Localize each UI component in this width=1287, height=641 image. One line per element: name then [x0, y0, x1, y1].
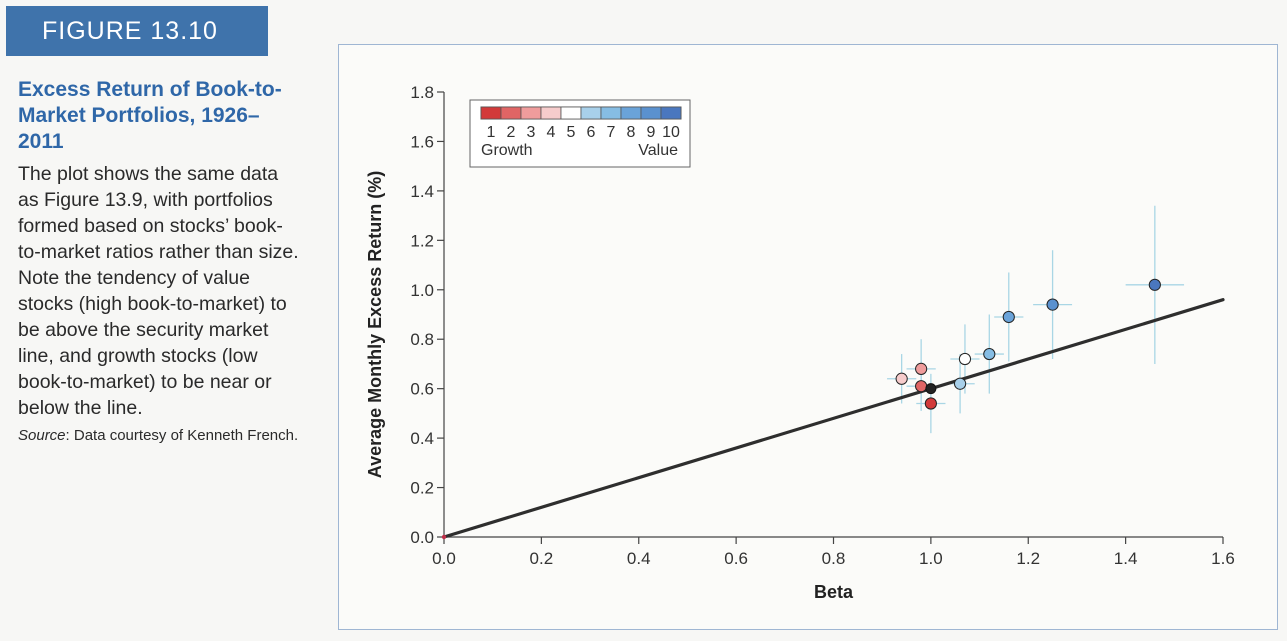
figure-label: FIGURE 13.10: [6, 6, 268, 56]
data-point: [958, 352, 972, 366]
source-label: Source: [18, 427, 66, 444]
legend-swatch: [480, 106, 502, 120]
y-tick-label: 0.8: [410, 330, 434, 349]
data-point: [1002, 310, 1015, 324]
legend-swatch: [520, 106, 542, 120]
legend-label: 3: [527, 124, 536, 141]
points-layer: [895, 278, 1161, 410]
market-portfolio-point: [925, 383, 937, 395]
y-tick-label: 1.2: [410, 231, 434, 250]
data-point: [1148, 278, 1161, 291]
y-tick-label: 1.0: [410, 281, 434, 300]
legend-label: 8: [627, 124, 636, 141]
legend-label: 5: [567, 124, 576, 141]
legend-label: 7: [607, 124, 616, 141]
figure-title: Excess Return of Book-to-Market Portfoli…: [18, 78, 282, 153]
data-point: [953, 377, 967, 390]
y-tick-label: 1.4: [410, 182, 434, 201]
y-tick-label: 0.6: [410, 380, 434, 399]
legend-swatch: [580, 106, 602, 120]
legend-swatch: [560, 106, 582, 120]
source-text: : Data courtesy of Kenneth French.: [65, 427, 299, 444]
legend-label: 2: [507, 124, 516, 141]
legend-label: 4: [547, 124, 556, 141]
legend-swatch: [500, 106, 522, 120]
x-tick-label: 0.0: [432, 549, 456, 568]
x-tick-label: 0.8: [822, 549, 846, 568]
x-tick-label: 0.4: [627, 549, 651, 568]
security-market-line-layer: [441, 298, 1225, 540]
y-tick-label: 0.0: [410, 528, 434, 547]
x-tick-label: 0.6: [724, 549, 748, 568]
x-tick-label: 1.6: [1211, 549, 1235, 568]
axes-layer: 0.0 0.2 0.4 0.6 0.8 1.0 1.2 1.4 1.6 0.0 0.2 0.4 0.6 0…: [410, 83, 1234, 568]
x-tick-label: 0.2: [530, 549, 554, 568]
legend-swatch: [600, 106, 622, 120]
legend-value-label: Value: [638, 142, 678, 159]
figure-source-note: Source: Data courtesy of Kenneth French.: [18, 425, 300, 446]
legend-label: 6: [587, 124, 596, 141]
data-point: [895, 372, 908, 385]
data-point: [1046, 298, 1059, 311]
y-tick-label: 0.2: [410, 479, 434, 498]
legend-swatch: [620, 106, 642, 120]
security-market-line: [442, 298, 1225, 539]
figure-caption-panel: Excess Return of Book-to-Market Portfoli…: [18, 77, 300, 446]
figure-caption-text: The plot shows the same data as Figure 1…: [18, 163, 299, 419]
scatter-chart: 0.0 0.2 0.4 0.6 0.8 1.0 1.2 1.4 1.6 0.0 0.2 0.4 0.6 0…: [365, 83, 1235, 602]
legend: 1 2 3 4 5 6 7 8 9 10 Growth Value: [469, 99, 691, 168]
y-tick-label: 1.8: [410, 83, 434, 102]
data-point: [924, 397, 937, 410]
y-tick-label: 1.6: [410, 132, 434, 151]
x-tick-label: 1.0: [919, 549, 943, 568]
legend-swatch: [540, 106, 562, 120]
x-tick-label: 1.4: [1114, 549, 1138, 568]
legend-label: 1: [487, 124, 496, 141]
x-tick-label: 1.2: [1016, 549, 1040, 568]
x-axis-title: Beta: [814, 582, 854, 602]
origin-point: [441, 534, 447, 540]
legend-growth-label: Growth: [481, 142, 533, 159]
data-point: [915, 380, 928, 393]
legend-label: 10: [662, 124, 680, 141]
legend-label: 9: [647, 124, 656, 141]
y-axis-title: Average Monthly Excess Return (%): [365, 171, 385, 478]
legend-swatch: [660, 106, 682, 120]
data-point: [983, 347, 996, 361]
legend-swatch: [640, 106, 662, 120]
y-tick-label: 0.4: [410, 429, 434, 448]
data-point: [915, 362, 928, 375]
chart-frame: 0.0 0.2 0.4 0.6 0.8 1.0 1.2 1.4 1.6 0.0 0.2 0.4 0.6 0…: [338, 44, 1278, 630]
